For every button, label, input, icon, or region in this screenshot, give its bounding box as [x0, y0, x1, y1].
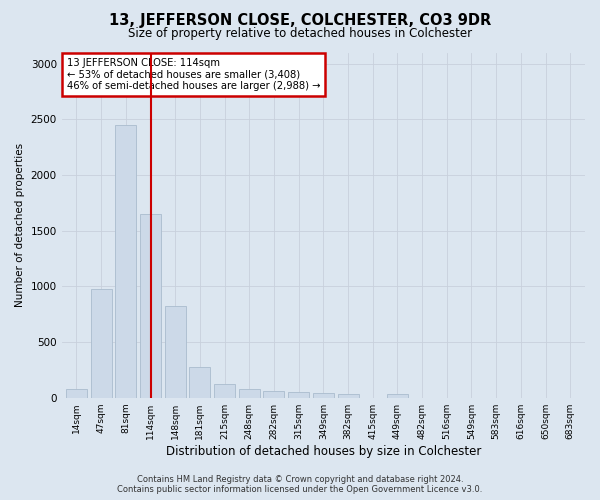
Bar	[165, 306, 186, 398]
Bar	[190, 367, 211, 398]
Bar	[214, 384, 235, 398]
Text: Size of property relative to detached houses in Colchester: Size of property relative to detached ho…	[128, 28, 472, 40]
Text: Contains HM Land Registry data © Crown copyright and database right 2024.
Contai: Contains HM Land Registry data © Crown c…	[118, 474, 482, 494]
Text: 13, JEFFERSON CLOSE, COLCHESTER, CO3 9DR: 13, JEFFERSON CLOSE, COLCHESTER, CO3 9DR	[109, 12, 491, 28]
Bar	[115, 125, 136, 398]
X-axis label: Distribution of detached houses by size in Colchester: Distribution of detached houses by size …	[166, 444, 481, 458]
Bar	[66, 390, 87, 398]
Bar	[263, 391, 284, 398]
Bar	[140, 214, 161, 398]
Bar	[239, 390, 260, 398]
Text: 13 JEFFERSON CLOSE: 114sqm
← 53% of detached houses are smaller (3,408)
46% of s: 13 JEFFERSON CLOSE: 114sqm ← 53% of deta…	[67, 58, 320, 91]
Bar	[338, 394, 359, 398]
Bar	[387, 394, 408, 398]
Bar	[313, 394, 334, 398]
Bar	[91, 289, 112, 398]
Y-axis label: Number of detached properties: Number of detached properties	[15, 143, 25, 307]
Bar	[288, 392, 309, 398]
